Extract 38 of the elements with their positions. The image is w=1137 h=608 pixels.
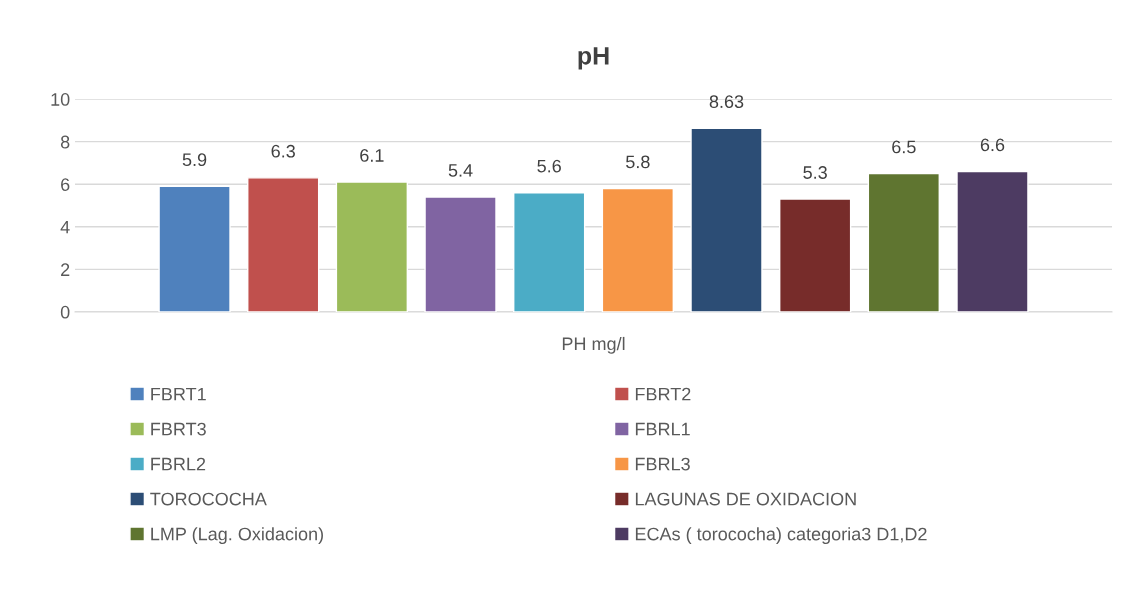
bar [779, 198, 852, 312]
data-label: 5.3 [803, 166, 827, 179]
bar [247, 177, 320, 312]
y-tick-label: 10 [51, 93, 70, 106]
legend-label: ECAs ( torococha) categoria3 D1,D2 [635, 527, 927, 544]
legend-label: TOROCOCHA [150, 492, 267, 506]
bar [601, 187, 675, 312]
data-label: 5.8 [626, 155, 650, 169]
data-label: 5.9 [182, 153, 207, 167]
data-label: 8.63 [709, 95, 744, 109]
legend-label: FBRL3 [635, 457, 690, 471]
bar [335, 181, 409, 312]
data-label: 5.4 [448, 164, 473, 177]
legend-label: FBRT1 [151, 387, 206, 401]
legend-label: LAGUNAS DE OXIDACION [635, 492, 856, 506]
data-label: 6.5 [892, 140, 916, 154]
legend-label: LMP (Lag. Oxidacion) [151, 527, 323, 544]
y-tick-label: 8 [60, 135, 70, 149]
bar [956, 170, 1029, 312]
data-label: 6.3 [271, 144, 295, 158]
y-tick-label: 2 [61, 263, 70, 276]
data-label: 5.6 [537, 159, 561, 173]
chart-title: pH [578, 47, 609, 70]
data-label: 6.6 [980, 138, 1005, 152]
legend-label: FBRT3 [151, 422, 206, 436]
legend-label: FBRT2 [635, 387, 691, 401]
bar [158, 185, 231, 312]
legend-label: FBRL1 [635, 422, 690, 436]
y-tick-label: 6 [61, 178, 70, 191]
bar [867, 172, 940, 312]
bar [513, 192, 586, 312]
y-tick-label: 4 [60, 220, 70, 234]
bar [424, 196, 497, 312]
y-tick-label: 0 [60, 305, 70, 319]
x-tick-label: PH mg/l [562, 336, 625, 354]
data-label: 6.1 [360, 149, 384, 162]
bar [690, 127, 763, 312]
legend-label: FBRL2 [151, 457, 206, 471]
